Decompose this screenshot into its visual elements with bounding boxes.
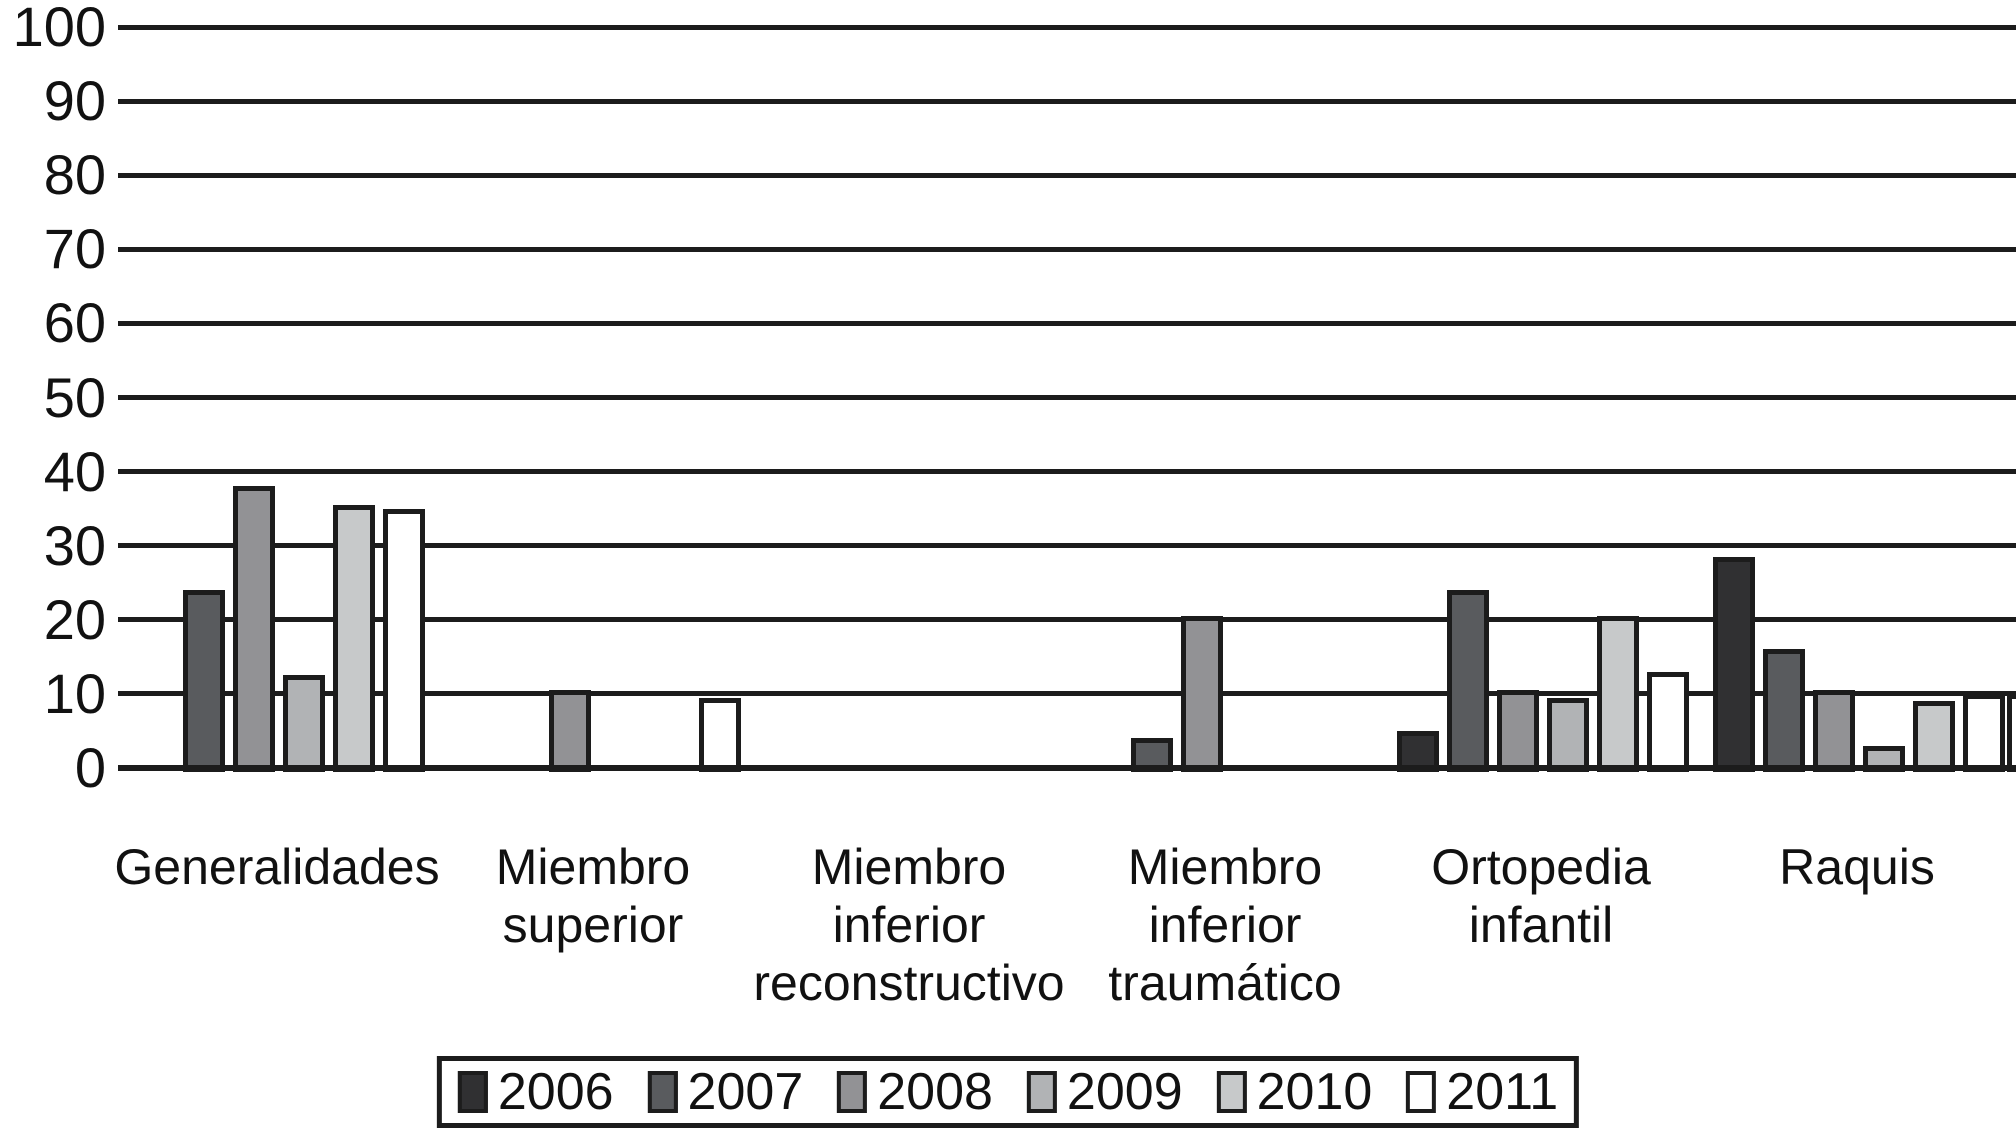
category-label-line: Miembro <box>1127 839 1323 895</box>
legend-swatch-2009 <box>1026 1071 1057 1113</box>
y-tick-label: 10 <box>43 661 106 725</box>
y-tick-label: 40 <box>43 439 106 503</box>
bar-2011-0 <box>383 508 425 772</box>
bar-2008-3 <box>1181 616 1223 772</box>
y-gridline <box>118 691 2016 697</box>
bar-2006-5 <box>1713 556 1755 772</box>
bar-2010-5 <box>1913 701 1955 772</box>
legend-swatch-2007 <box>647 1071 678 1113</box>
category-label-5: Raquis <box>1779 838 1935 896</box>
legend-swatch-2011 <box>1406 1071 1437 1113</box>
legend-item-2009: 2009 <box>1026 1063 1183 1121</box>
bar-2010-0 <box>333 504 375 772</box>
clipped-bar-right-edge <box>2007 693 2016 772</box>
category-label-line: Miembro <box>811 839 1007 895</box>
legend-label-2007: 2007 <box>687 1063 804 1121</box>
legend: 2006 2007 2008 2009 2010 2011 <box>436 1056 1580 1128</box>
bar-2011-5 <box>1963 693 2005 772</box>
bar-2009-0 <box>283 675 325 772</box>
bar-2009-4 <box>1547 697 1589 772</box>
bar-2007-0 <box>183 590 225 772</box>
category-label-2: Miembro inferior reconstructivo <box>753 838 1064 1012</box>
y-tick-label: 100 <box>12 0 106 58</box>
y-gridline <box>118 320 2016 326</box>
legend-item-2007: 2007 <box>647 1063 804 1121</box>
legend-item-2011: 2011 <box>1406 1066 1558 1118</box>
legend-item-2008: 2008 <box>837 1066 993 1118</box>
y-tick-label: 50 <box>43 365 106 429</box>
bar-2007-4 <box>1447 590 1489 772</box>
legend-swatch-2006 <box>457 1071 488 1113</box>
bar-2011-1 <box>699 697 741 772</box>
y-gridline <box>118 469 2016 475</box>
bar-2010-4 <box>1597 616 1639 772</box>
bar-2008-0 <box>233 486 275 772</box>
legend-label-2010: 2010 <box>1256 1063 1373 1121</box>
category-label-3: Miembro inferior traumático <box>1108 838 1341 1012</box>
legend-label-2011: 2011 <box>1446 1063 1559 1121</box>
y-tick-label: 80 <box>43 143 106 207</box>
y-tick-label: 60 <box>43 291 106 355</box>
y-gridline <box>118 617 2016 623</box>
category-label-line: Raquis <box>1779 839 1935 895</box>
category-label-line: Ortopedia <box>1431 839 1651 895</box>
y-tick-label: 90 <box>43 69 106 133</box>
bar-2011-4 <box>1647 671 1689 772</box>
legend-label-2008: 2008 <box>877 1063 993 1121</box>
y-gridline <box>118 24 2016 30</box>
category-label-line: inferior <box>832 897 986 953</box>
category-label-line: infantil <box>1468 897 1614 953</box>
bar-2008-1 <box>549 690 591 772</box>
y-tick-label: 20 <box>43 587 106 651</box>
bar-2007-5 <box>1763 649 1805 772</box>
y-tick-label: 70 <box>43 217 106 281</box>
legend-item-2010: 2010 <box>1216 1063 1373 1121</box>
category-label-0: Generalidades <box>114 838 439 896</box>
y-gridline <box>118 395 2016 400</box>
legend-swatch-2010 <box>1216 1071 1247 1113</box>
y-gridline <box>118 98 2016 104</box>
y-gridline <box>118 543 2016 549</box>
y-gridline <box>118 172 2016 178</box>
legend-item-2006: 2006 <box>457 1063 614 1121</box>
bar-2008-5 <box>1813 690 1855 772</box>
legend-swatch-2008 <box>837 1071 868 1113</box>
category-label-line: Miembro <box>495 839 691 895</box>
category-label-line: traumático <box>1108 955 1342 1011</box>
category-label-line: inferior <box>1148 897 1302 953</box>
y-gridline <box>118 246 2016 252</box>
category-label-line: Generalidades <box>114 839 440 895</box>
legend-label-2009: 2009 <box>1066 1063 1183 1121</box>
x-axis-baseline <box>118 765 2016 771</box>
y-tick-label: 30 <box>43 513 106 577</box>
category-label-4: Ortopedia infantil <box>1431 838 1651 954</box>
category-label-line: superior <box>502 897 684 953</box>
category-label-line: reconstructivo <box>753 955 1065 1011</box>
bar-2008-4 <box>1497 690 1539 772</box>
y-tick-label: 0 <box>74 736 106 799</box>
legend-label-2006: 2006 <box>497 1063 614 1121</box>
category-label-1: Miembro superior <box>496 838 690 954</box>
